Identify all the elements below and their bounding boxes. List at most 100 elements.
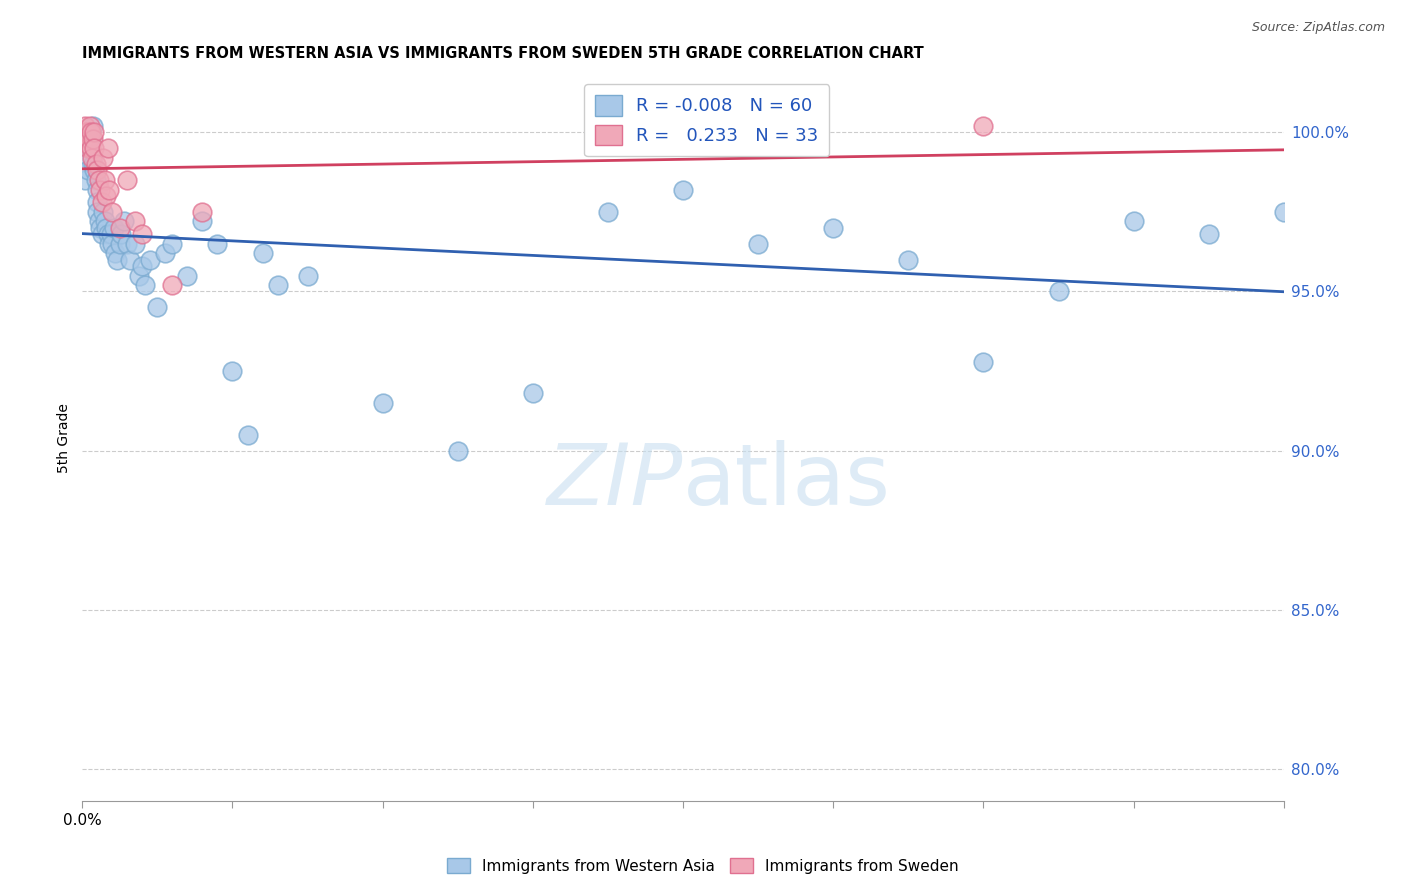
Point [1272,205,1295,219]
Point [823,220,845,235]
Point [297,268,319,283]
Point [80,131,103,145]
Point [76,151,98,165]
Point [75,173,97,187]
Point [89,220,111,235]
Point [76,131,98,145]
Point [96,220,118,235]
Point [75,119,97,133]
Point [103,220,125,235]
Text: atlas: atlas [683,440,891,523]
Point [73,125,96,139]
Point [82,131,104,145]
Point [371,396,394,410]
Point [79,119,101,133]
Point [191,214,214,228]
Point [1047,285,1070,299]
Point [83,141,105,155]
Point [105,252,128,267]
Point [86,183,108,197]
Point [94,173,117,187]
Point [77,131,100,145]
Point [83,125,105,139]
Text: IMMIGRANTS FROM WESTERN ASIA VS IMMIGRANTS FROM SWEDEN 5TH GRADE CORRELATION CHA: IMMIGRANTS FROM WESTERN ASIA VS IMMIGRAN… [83,46,924,62]
Point [80,141,103,155]
Point [75,125,97,139]
Point [86,205,108,219]
Point [82,119,104,133]
Point [117,173,139,187]
Point [96,189,118,203]
Legend: R = -0.008   N = 60, R =   0.233   N = 33: R = -0.008 N = 60, R = 0.233 N = 33 [583,84,830,156]
Point [73,131,96,145]
Point [191,205,214,219]
Point [83,163,105,178]
Legend: Immigrants from Western Asia, Immigrants from Sweden: Immigrants from Western Asia, Immigrants… [441,852,965,880]
Point [91,205,114,219]
Point [90,227,112,242]
Point [117,236,139,251]
Point [252,246,274,260]
Point [97,227,120,242]
Point [162,236,184,251]
Point [266,278,288,293]
Point [77,141,100,155]
Point [124,214,146,228]
Point [79,125,101,139]
Point [747,236,769,251]
Point [596,205,619,219]
Point [98,183,121,197]
Point [447,443,470,458]
Point [97,141,120,155]
Point [1122,214,1144,228]
Point [972,119,994,133]
Point [84,173,107,187]
Text: Source: ZipAtlas.com: Source: ZipAtlas.com [1251,21,1385,34]
Point [82,157,104,171]
Point [131,227,153,242]
Point [522,386,544,401]
Point [139,252,162,267]
Point [120,252,142,267]
Point [101,205,124,219]
Point [897,252,920,267]
Point [1198,227,1220,242]
Point [89,183,111,197]
Point [108,220,131,235]
Point [112,214,135,228]
Point [110,227,132,242]
Y-axis label: 5th Grade: 5th Grade [58,403,72,473]
Point [94,214,117,228]
Point [146,301,169,315]
Point [79,141,101,155]
Point [84,157,107,171]
Point [128,268,150,283]
Point [153,246,176,260]
Point [101,236,124,251]
Point [100,227,122,242]
Text: ZIP: ZIP [547,440,683,523]
Point [98,236,121,251]
Point [221,364,243,378]
Point [86,195,108,210]
Point [108,236,131,251]
Point [162,278,184,293]
Point [87,173,110,187]
Point [176,268,198,283]
Point [91,151,114,165]
Point [134,278,156,293]
Point [87,214,110,228]
Point [131,259,153,273]
Point [90,195,112,210]
Point [80,151,103,165]
Point [79,125,101,139]
Point [124,236,146,251]
Point [86,163,108,178]
Point [207,236,229,251]
Point [76,125,98,139]
Point [104,246,127,260]
Point [972,354,994,368]
Point [672,183,695,197]
Point [236,427,259,442]
Point [77,163,100,178]
